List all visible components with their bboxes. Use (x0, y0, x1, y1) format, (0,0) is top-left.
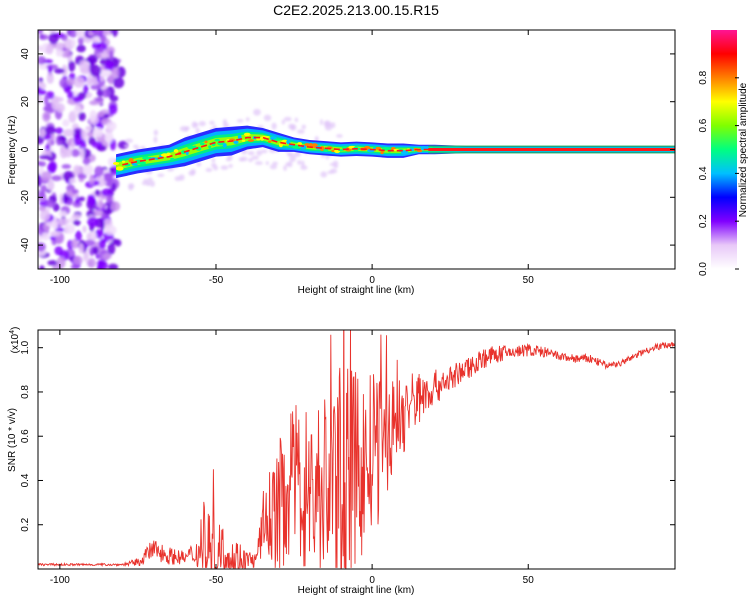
colorbar-tick-label: 0.8 (698, 70, 709, 84)
spectrogram-x-ticks: -100 -50 0 50 (50, 30, 534, 286)
y-tick-label: 1.0 (20, 340, 31, 354)
snr-y-multiplier: (x104) (9, 327, 21, 354)
colorbar: 0.0 0.2 0.4 0.6 0.8 Normalized spectral ampl… (698, 30, 749, 276)
x-tick-label: -50 (209, 275, 224, 286)
y-tick-label: -40 (20, 237, 31, 252)
colorbar-tick-label: 0.0 (698, 262, 709, 276)
y-tick-label: -20 (20, 190, 31, 205)
colorbar-ticks: 0.0 0.2 0.4 0.6 0.8 (698, 70, 739, 276)
snr-x-axis-label: Height of straight line (km) (298, 585, 415, 596)
noise-speckle (38, 30, 129, 269)
colorbar-tick-label: 0.6 (698, 118, 709, 132)
chart-title: C2E2.2025.213.00.15.R15 (273, 2, 439, 18)
y-tick-label: 40 (20, 48, 31, 60)
y-tick-label: 0.8 (20, 385, 31, 399)
y-tick-label: 0.2 (20, 517, 31, 531)
spectrogram-y-axis-label: Frequency (Hz) (7, 116, 18, 185)
x-tick-label: -50 (209, 575, 224, 586)
snr-plot-area (38, 330, 675, 569)
y-tick-label: 0.6 (20, 429, 31, 443)
colorbar-tick-label: 0.4 (698, 166, 709, 180)
spectrogram-plot-area (38, 30, 675, 269)
colorbar-gradient (711, 30, 737, 269)
y-tick-label: 20 (20, 96, 31, 108)
snr-x-ticks: -100 -50 0 50 (50, 330, 534, 586)
x-tick-label: 0 (369, 275, 375, 286)
track-band-3 (116, 133, 675, 170)
snr-frame (37, 329, 676, 570)
x-tick-label: 50 (523, 275, 535, 286)
snr-y-axis-label: SNR (10 * v/v) (7, 408, 18, 472)
y-tick-label: 0 (20, 146, 31, 152)
x-tick-label: 50 (523, 575, 535, 586)
x-tick-label: -100 (50, 575, 70, 586)
snr-panel: -100 -50 0 50 0.2 0.4 0.6 0.8 1.0 Height of str… (7, 327, 676, 596)
spectrogram-y-ticks: -40 -20 0 20 40 (20, 48, 675, 252)
snr-series-line (38, 330, 675, 569)
colorbar-tick-label: 0.2 (698, 214, 709, 228)
x-tick-label: -100 (50, 275, 70, 286)
track-core (122, 136, 675, 166)
spectrogram-x-axis-label: Height of straight line (km) (298, 285, 415, 296)
spectrogram-panel: -100 -50 0 50 -40 -20 0 20 40 Height of straigh… (7, 29, 676, 296)
snr-y-ticks: 0.2 0.4 0.6 0.8 1.0 (20, 340, 675, 532)
colorbar-label: Normalized spectral amplitude (738, 82, 749, 217)
y-tick-label: 0.4 (20, 473, 31, 487)
x-tick-label: 0 (369, 575, 375, 586)
